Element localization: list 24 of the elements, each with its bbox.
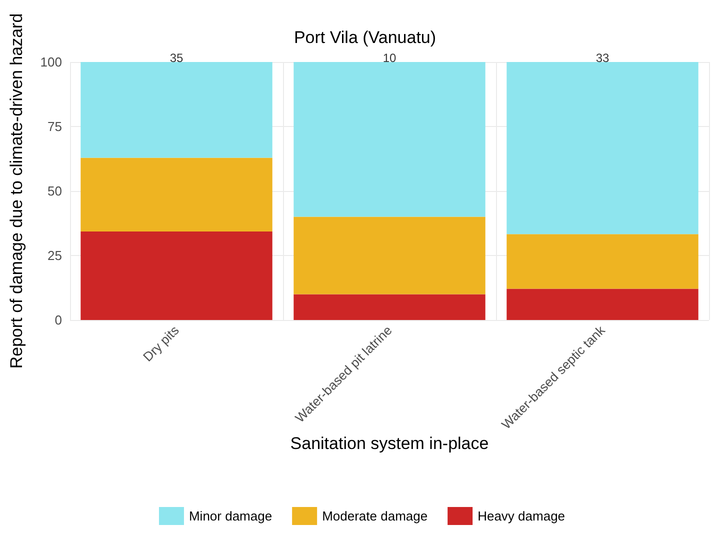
bar [294,216,486,294]
annotation: 33 [596,51,610,65]
bar [506,234,698,289]
bar [80,62,272,158]
annotation: 35 [170,51,184,65]
legend-label: Moderate damage [322,508,428,524]
bar [294,294,486,320]
x-tick-label: Dry pits [140,322,182,364]
bar [506,288,698,320]
legend-label: Minor damage [188,508,272,524]
bar [80,232,272,320]
y-tick-label: 75 [48,119,62,134]
bar [294,62,486,217]
y-tick-label: 0 [54,312,62,328]
y-axis-title: Report of damage due to climate-driven hazard [7,13,26,369]
y-tick-label: 50 [48,184,62,198]
bar [506,62,698,234]
x-axis-title: Sanitation system in-place [290,434,489,453]
y-tick-label: 25 [48,248,62,263]
chart-title: Port Vila (Vanuatu) [294,28,436,47]
bar [80,158,272,232]
y-tick-label: 100 [40,54,62,70]
legend-label: Heavy damage [478,508,566,524]
annotation: 10 [382,51,396,65]
